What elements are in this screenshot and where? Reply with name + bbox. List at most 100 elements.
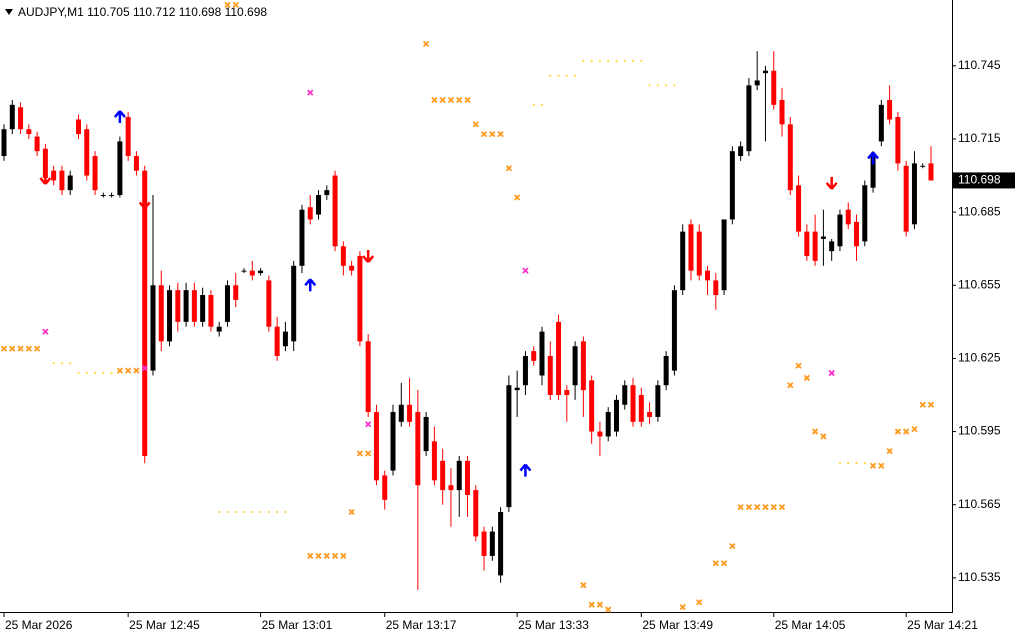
candle-body [820,236,826,239]
candle-body [125,117,131,157]
dot-marker [615,59,618,62]
candle-body [787,124,793,191]
candle-body [324,190,330,196]
y-tick-label: 110.625 [958,351,1001,365]
cross-marker [803,374,810,382]
dot-marker [855,462,858,465]
dot-marker [52,362,55,365]
cross-marker [447,96,455,104]
cross-marker [348,508,355,516]
candle-body [456,460,462,491]
buy-arrow [113,110,126,124]
candle-body [547,355,553,395]
candle-body [729,151,735,220]
x-tick-label: 25 Mar 12:45 [129,618,200,632]
candle-body [671,290,677,371]
dot-marker [243,511,246,514]
dot-marker [94,372,97,375]
cross-marker [770,504,777,511]
cross-marker [696,599,703,606]
candle-body [903,165,909,232]
candle-body [175,290,181,322]
candle-body [911,163,917,225]
candle-body [407,404,413,422]
candle-body [75,119,81,135]
candle-body [158,285,164,342]
candle-body [440,460,446,491]
candle-body [216,326,222,332]
candle-body [233,285,239,300]
candle-body [539,331,545,376]
cross-marker [422,40,430,48]
candle-body [274,326,280,356]
dot-marker [549,74,552,77]
candle-body [705,270,711,281]
cross-marker [712,560,719,567]
dot-marker [60,362,63,365]
dot-marker [234,511,237,514]
cross-marker [17,345,24,352]
candle-body [357,256,363,342]
cross-marker [787,382,794,389]
cross-marker [42,328,49,335]
cross-marker [439,96,446,104]
dot-marker [847,462,850,465]
candle-body [18,107,24,130]
dot-marker [218,511,221,514]
buy-arrow [304,278,317,292]
cross-marker [737,504,744,511]
cross-marker [580,582,587,589]
cross-marker [869,462,877,469]
cross-marker [795,362,802,369]
candle-body [142,170,148,456]
candle-body [167,290,173,342]
menu-triangle[interactable] [5,9,13,15]
candle-body [431,441,437,481]
cross-marker [754,504,761,511]
cross-marker [903,428,910,435]
cross-marker [365,450,372,457]
sell-arrow [362,250,375,263]
dot-marker [110,372,113,375]
dot-marker [632,59,635,62]
cross-marker [33,345,41,352]
candle-body [531,351,537,361]
candle-body [498,512,504,576]
dot-marker [226,511,229,514]
cross-marker [224,1,231,9]
candle-body [299,209,305,266]
current-price-box [953,172,1015,189]
candle-body [771,70,777,105]
dot-marker [102,372,105,375]
dot-marker [590,59,593,62]
candle-body [349,265,355,271]
cross-marker [497,130,504,138]
candle-body [928,163,934,181]
dot-marker [557,74,560,77]
candle-body [373,412,379,481]
dot-marker [574,74,577,77]
candle-body [473,490,479,537]
cross-marker [811,428,819,435]
dot-marker [648,84,651,87]
cross-marker [323,552,330,560]
dot-marker [673,84,676,87]
cross-marker [25,345,32,352]
candle-body [721,219,727,291]
candle-body [398,404,404,422]
cross-marker [878,462,885,469]
candle-body [663,355,669,386]
candle-body [754,80,760,86]
candle-body [67,175,73,191]
cross-marker [116,367,124,374]
candle-body [489,531,495,556]
cross-marker [927,401,935,408]
candle-body [713,280,719,296]
candle-body [332,175,338,247]
candle-body [1,129,7,157]
dot-marker [598,59,601,62]
buy-arrow [519,463,532,477]
cross-marker [125,367,132,374]
candle-body [895,117,901,164]
cross-marker [828,369,835,377]
